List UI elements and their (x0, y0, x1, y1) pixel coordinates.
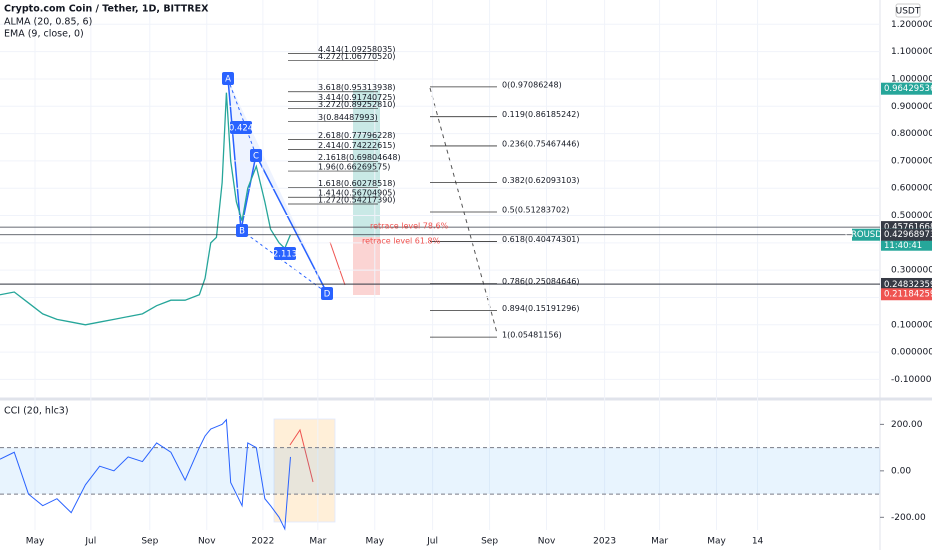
pattern-diagonal (227, 78, 257, 156)
x-tick-label: Mar (651, 537, 668, 547)
fib-label: 0.5(0.51283702) (502, 206, 569, 215)
fib-label: 1.414(0.56704905) (318, 189, 396, 198)
price-tag (881, 82, 932, 95)
price-line (0, 92, 292, 326)
point-label: C (253, 152, 259, 162)
fib-label: 0.236(0.75467446) (502, 139, 580, 148)
fib-label: 4.272(1.06770520) (318, 52, 396, 61)
y-tick-label: 1.10000000 (891, 47, 932, 57)
point-badge (321, 287, 333, 300)
retrace-note: retrace level 61.8% (362, 237, 441, 246)
fib-label: 3.414(0.91740725) (318, 93, 396, 102)
cci-tick-label: 200.00 (891, 420, 923, 430)
ratio-label: 0.424 (229, 124, 253, 134)
y-tick-label: 1.20000000 (891, 20, 932, 30)
y-tick-label: 0.30000000 (891, 266, 932, 276)
indicator-label: EMA (9, close, 0) (4, 29, 84, 40)
point-badge (236, 224, 248, 237)
fib-label: 2.414(0.74222615) (318, 141, 396, 150)
x-tick-label: Sep (481, 537, 498, 547)
x-tick-label: Nov (538, 537, 556, 547)
point-label: A (225, 75, 231, 85)
ratio-badge (274, 247, 296, 260)
fib-label: 2.1618(0.69804648) (318, 153, 401, 162)
loss-zone (353, 237, 380, 295)
y-tick-label: 0.90000000 (891, 102, 932, 112)
highlight-box (273, 418, 336, 523)
fib-label: 0.382(0.62093103) (502, 176, 580, 185)
symbol-tag: CROUSDT (845, 230, 888, 240)
x-tick-label: May (26, 537, 45, 547)
fib-label: 3.272(0.89252810) (318, 100, 396, 109)
x-tick-label: 2023 (593, 537, 616, 547)
x-tick-label: Jul (84, 537, 96, 547)
price-tag (881, 228, 932, 241)
y-tick-label: 1.00000000 (891, 74, 932, 84)
y-tick-label: 0.10000000 (891, 320, 932, 330)
dynamic-layer (0, 0, 880, 531)
pattern-fill (228, 79, 327, 293)
x-tick-label: 14 (752, 537, 764, 547)
fib-label: 3.618(0.95313938) (318, 83, 396, 92)
fib-label: 1.618(0.60278518) (318, 179, 396, 188)
price-tag (881, 288, 932, 301)
fib-label: 1.96(0.66269575) (318, 163, 390, 172)
y-tick-label: 0.50000000 (891, 211, 932, 221)
x-tick-label: Mar (309, 537, 326, 547)
point-label: B (239, 227, 245, 237)
x-tick-label: May (365, 537, 384, 547)
x-tick-label: Nov (198, 537, 216, 547)
fib-label: 4.414(1.09258035) (318, 45, 396, 54)
symbol-badge (852, 228, 880, 241)
price-tag (881, 278, 932, 291)
fib-label: 0(0.97086248) (502, 80, 562, 89)
symbol-title: Crypto.com Coin / Tether, 1D, BITTREX (4, 4, 209, 15)
retrace-note: retrace level 78.6% (370, 222, 449, 231)
fib-label: 0.786(0.25084646) (502, 277, 580, 286)
profit-zone (353, 90, 380, 237)
cci-tick-label: -200.00 (891, 513, 926, 523)
fib-label: 2.618(0.77796228) (318, 131, 396, 140)
point-badge (250, 149, 262, 162)
projection-arrow (329, 241, 346, 286)
countdown-bg (881, 240, 932, 251)
y-tick-label: 0.70000000 (891, 156, 932, 166)
ratio-badge (230, 121, 252, 134)
x-tick-label: Sep (141, 537, 158, 547)
fib-label: 0.618(0.40474301) (502, 235, 580, 244)
y-tick-label: -0.10000000 (891, 375, 932, 385)
price-tag-label: 0.42968973 (884, 230, 932, 240)
x-tick-label: 2022 (251, 537, 274, 547)
price-tag-label: 0.24832359 (884, 280, 932, 290)
y-tick-label: 0.60000000 (891, 184, 932, 194)
x-tick-label: Jul (426, 537, 438, 547)
indicator-label: ALMA (20, 0.85, 6) (4, 17, 92, 28)
fib-label: 0.119(0.86185242) (502, 110, 580, 119)
cci-projection-arrow (289, 428, 314, 483)
pattern-line (227, 78, 328, 294)
fib-label: 1.272(0.54217390) (318, 196, 396, 205)
ratio-label: 2.113 (273, 250, 297, 260)
point-label: D (324, 290, 331, 300)
price-tag-label: 0.45761668 (884, 223, 932, 233)
price-tag-label: 0.96429536 (884, 84, 932, 94)
y-tick-label: 0.00000000 (891, 348, 932, 358)
currency-badge[interactable] (895, 3, 921, 18)
price-tag-label: 0.21184259 (884, 290, 932, 300)
cci-tick-label: 0.00 (891, 466, 911, 476)
point-badge (222, 72, 234, 85)
currency: USDT (896, 7, 921, 17)
y-tick-label: 0.80000000 (891, 129, 932, 139)
fib-trend-line (429, 87, 498, 334)
fib-label: 0.894(0.15191296) (502, 304, 580, 313)
fib-label: 1(0.05481156) (502, 331, 562, 340)
countdown: 11:40:41 (884, 241, 922, 251)
cci-line (0, 418, 291, 531)
x-tick-label: May (707, 537, 726, 547)
cci-band (0, 447, 880, 495)
fib-label: 3(0.84487993) (318, 113, 378, 122)
cci-title: CCI (20, hlc3) (4, 406, 69, 417)
